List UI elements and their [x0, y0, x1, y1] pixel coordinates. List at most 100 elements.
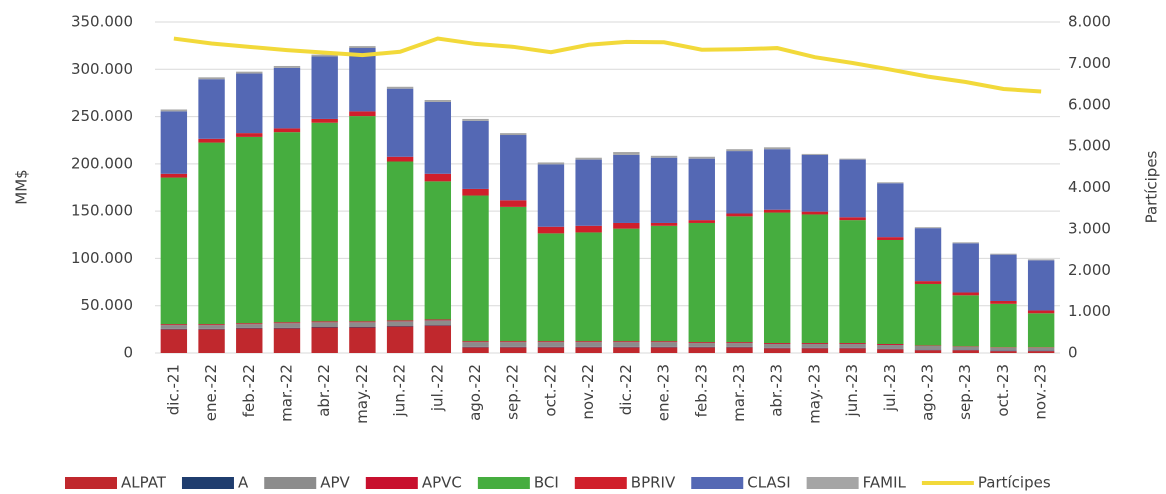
x-tick-label: jun.-23: [843, 364, 861, 417]
bar-segment: [500, 133, 527, 136]
bar-segment: [952, 242, 979, 244]
bar-segment: [914, 350, 942, 353]
bar-segment: [726, 149, 753, 152]
bar-segment: [311, 118, 338, 123]
x-tick-label: ene.-23: [655, 364, 673, 421]
bar-segment: [198, 142, 225, 325]
x-tick-label: jul.-22: [428, 364, 446, 412]
bar-segment: [462, 347, 489, 353]
x-tick-label: abr.-22: [315, 364, 333, 417]
bar-segment: [801, 211, 829, 215]
bar-segment: [500, 342, 527, 347]
bar-segment: [198, 329, 225, 353]
bar-segment: [726, 213, 753, 217]
bar-segment: [537, 347, 565, 353]
x-tick-label: dic.-22: [617, 364, 635, 415]
bar-segment: [650, 155, 678, 158]
bar-segment: [462, 195, 489, 342]
bar-segment: [349, 322, 376, 327]
bar-segment: [575, 159, 602, 226]
bar-segment: [914, 281, 942, 284]
bar-segment: [763, 209, 791, 213]
bar-segment: [613, 222, 640, 229]
bar-segment: [877, 344, 904, 345]
bar-segment: [688, 343, 715, 347]
bar-segment: [198, 325, 225, 329]
bar-segment: [801, 348, 829, 353]
bar-segment: [273, 328, 301, 353]
bar-segment: [349, 116, 376, 322]
bar-segment: [386, 161, 414, 321]
bar-segment: [311, 322, 338, 327]
bar-segment: [462, 188, 489, 196]
bar-segment: [160, 329, 188, 353]
bar-segment: [311, 56, 338, 119]
y-tick-label: 150.000: [71, 202, 133, 220]
bar-segment: [763, 212, 791, 344]
bar-segment: [877, 344, 904, 349]
y2-tick-label: 5.000: [1068, 137, 1111, 155]
bar-segment: [537, 342, 565, 347]
y2-tick-label: 4.000: [1068, 178, 1111, 196]
bar-segment: [914, 345, 942, 350]
y2-tick-label: 3.000: [1068, 219, 1111, 237]
bar-segment: [311, 54, 338, 57]
bar-segment: [198, 77, 225, 80]
x-tick-label: jun.-22: [391, 364, 409, 417]
bar-segment: [198, 324, 225, 326]
bar-segment: [575, 232, 602, 342]
bar-segment: [386, 156, 414, 162]
x-tick-label: oct.-23: [994, 364, 1012, 417]
bar-segment: [311, 122, 338, 322]
bar-segment: [273, 132, 301, 323]
bar-segment: [236, 323, 263, 325]
bar-segment: [273, 67, 301, 129]
y-tick-label: 350.000: [71, 13, 133, 31]
bar-segment: [537, 226, 565, 234]
bar-segment: [726, 347, 753, 353]
x-tick-label: oct.-22: [541, 364, 559, 417]
bar-segment: [273, 128, 301, 133]
bar-segment: [688, 156, 715, 159]
x-tick-label: feb.-22: [240, 364, 258, 417]
bar-segment: [575, 225, 602, 233]
bar-segment: [726, 343, 753, 347]
bar-segment: [801, 153, 829, 155]
bar-segment: [650, 225, 678, 342]
bar-segment: [462, 120, 489, 189]
bar-segment: [160, 177, 188, 325]
bar-segment: [462, 118, 489, 121]
legend-swatch: [365, 477, 418, 489]
bar-segment: [613, 342, 640, 347]
bar-segment: [236, 133, 263, 137]
bar-segment: [236, 328, 263, 353]
bar-segment: [763, 348, 791, 353]
y-tick-label: 250.000: [71, 107, 133, 125]
y2-tick-label: 1.000: [1068, 302, 1111, 320]
bar-segment: [349, 111, 376, 117]
bar-segment: [839, 348, 866, 353]
bar-segment: [650, 347, 678, 353]
bar-segment: [500, 347, 527, 353]
bar-segment: [273, 65, 301, 68]
bar-segment: [537, 341, 565, 343]
bar-segment: [763, 343, 791, 345]
y-tick-label: 100.000: [71, 249, 133, 267]
bar-segment: [952, 292, 979, 296]
x-tick-label: feb.-23: [692, 364, 710, 417]
bar-segment: [613, 154, 640, 223]
bar-segment: [688, 347, 715, 353]
bar-segment: [537, 164, 565, 227]
bar-segment: [839, 344, 866, 348]
bar-segment: [839, 158, 866, 160]
x-tick-label: dic.-21: [164, 364, 182, 415]
x-tick-label: nov.-23: [1032, 364, 1050, 420]
bar-segment: [688, 158, 715, 221]
bar-segment: [160, 109, 188, 112]
bar-segment: [914, 228, 942, 282]
y-axis-label: MM$: [13, 169, 31, 204]
legend-label: APV: [320, 474, 350, 492]
x-tick-label: abr.-23: [768, 364, 786, 417]
bar-segment: [839, 343, 866, 345]
